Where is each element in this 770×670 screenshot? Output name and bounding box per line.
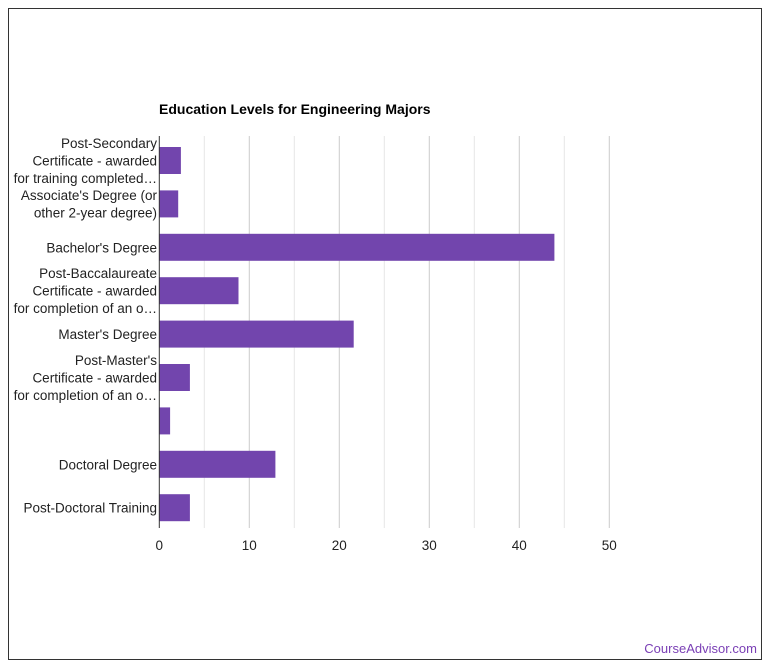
x-tick-label: 20 [332,538,347,553]
category-label: for completion of an o… [14,301,157,316]
category-label: Post-Baccalaureate [39,266,157,281]
category-label: Bachelor's Degree [46,240,157,255]
chart-frame: Education Levels for Engineering Majors 0… [8,8,762,660]
bar [159,320,354,348]
x-tick-label: 10 [242,538,257,553]
x-tick-label: 50 [602,538,617,553]
category-label: Certificate - awarded [32,154,157,169]
category-label: Post-Doctoral Training [23,501,157,516]
category-label: Master's Degree [58,327,157,342]
category-label: Associate's Degree (or [21,188,158,203]
bar [159,233,555,261]
bar [159,450,276,478]
credit-link[interactable]: CourseAdvisor.com [644,641,757,656]
category-label: for completion of an o… [14,388,157,403]
category-label: Doctoral Degree [59,457,157,472]
category-label: for training completed… [14,171,157,186]
bar-chart: Education Levels for Engineering Majors 0… [14,101,617,553]
bar [159,277,239,305]
bar [159,407,171,435]
x-tick-label: 0 [156,538,164,553]
x-tick-label: 30 [422,538,437,553]
x-tick-label: 40 [512,538,527,553]
category-label: Certificate - awarded [32,284,157,299]
category-label: Certificate - awarded [32,371,157,386]
category-label: Post-Master's [75,353,157,368]
bar [159,147,181,174]
bar [159,494,190,522]
category-label: Post-Secondary [61,136,157,151]
bar [159,364,190,391]
category-label: other 2-year degree) [34,206,157,221]
chart-title: Education Levels for Engineering Majors [159,101,431,117]
bar [159,190,179,218]
